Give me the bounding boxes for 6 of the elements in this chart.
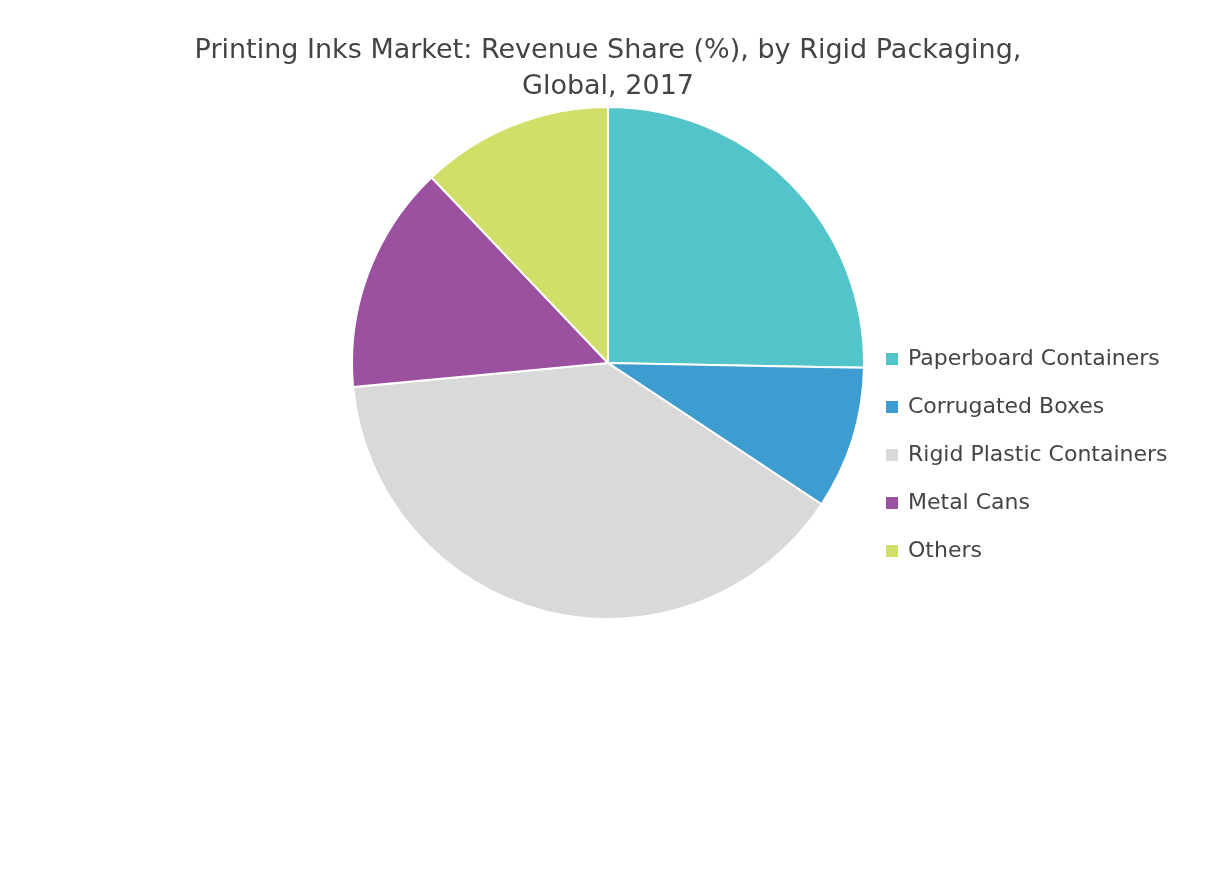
legend-label: Rigid Plastic Containers bbox=[908, 441, 1168, 466]
legend-label: Metal Cans bbox=[908, 489, 1030, 514]
legend-label: Others bbox=[908, 537, 982, 562]
legend-label: Paperboard Containers bbox=[908, 345, 1160, 370]
legend-label: Corrugated Boxes bbox=[908, 393, 1105, 418]
chart-title: Printing Inks Market: Revenue Share (%), by Rigid Packaging, Global, 2017 bbox=[194, 33, 1022, 100]
